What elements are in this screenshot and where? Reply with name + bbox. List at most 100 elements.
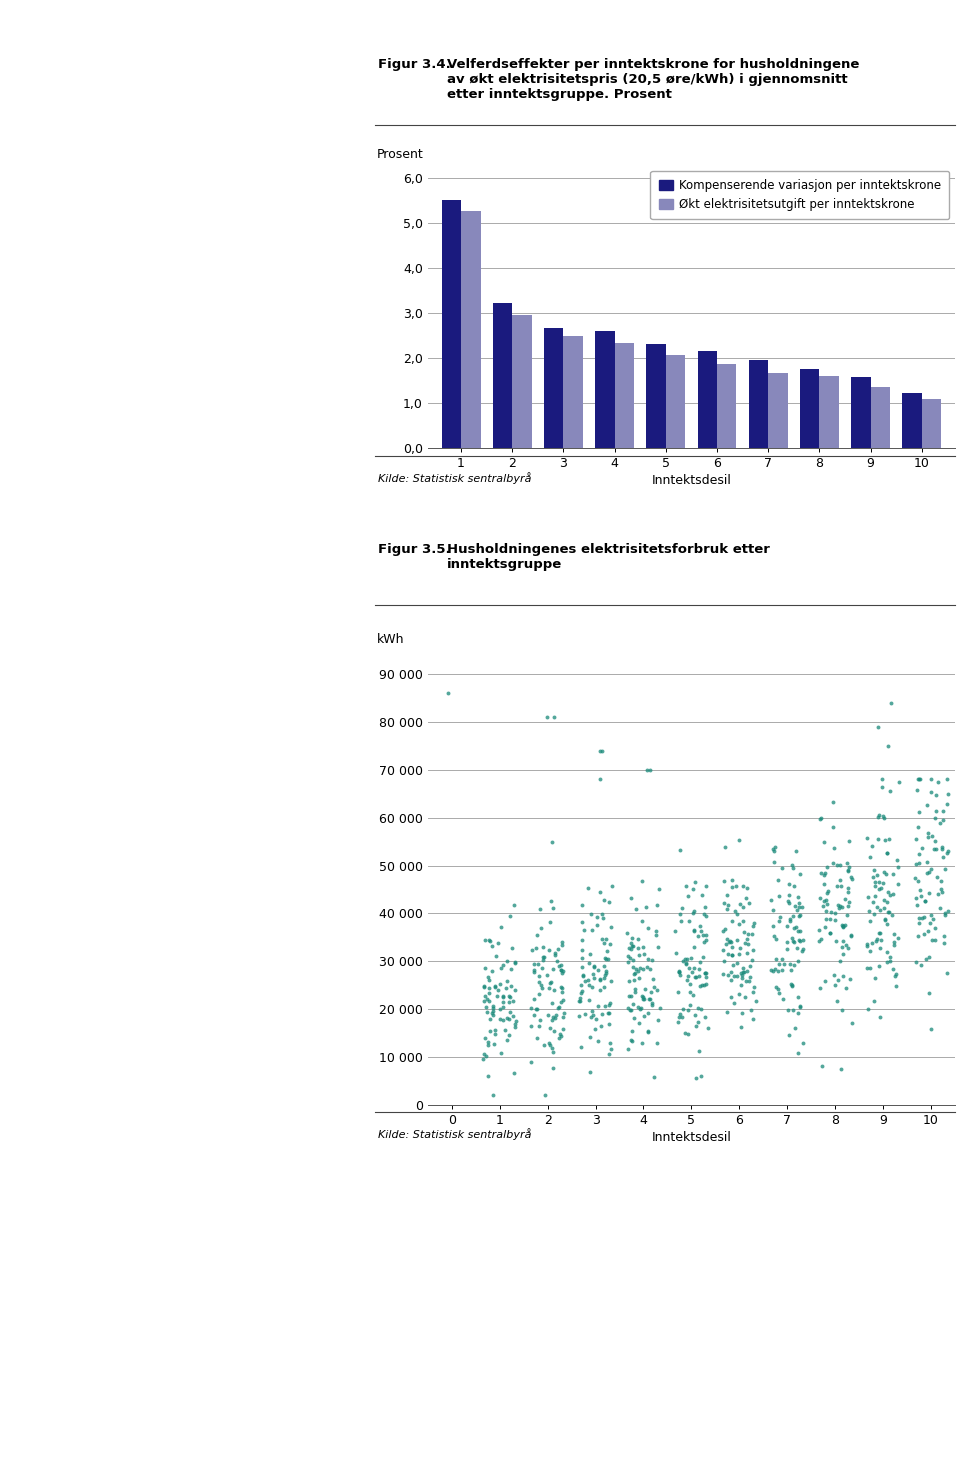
Point <box>699 929 714 952</box>
Point <box>743 998 758 1021</box>
Bar <box>902 393 922 448</box>
Point <box>596 888 612 911</box>
Point <box>740 932 756 955</box>
Point <box>588 1008 604 1031</box>
Point <box>543 971 559 995</box>
Point <box>572 986 588 1009</box>
Point <box>735 875 751 898</box>
Point <box>582 942 597 965</box>
Point <box>781 892 797 916</box>
Point <box>635 1031 650 1055</box>
Point <box>924 825 939 848</box>
Point <box>783 958 799 982</box>
Point <box>790 986 805 1009</box>
Text: Husholdningenes elektrisitetsforbruk etter
inntektsgruppe: Husholdningenes elektrisitetsforbruk ett… <box>447 544 770 571</box>
Point <box>835 942 851 965</box>
Point <box>482 1008 497 1031</box>
Point <box>890 873 905 897</box>
Point <box>584 976 599 999</box>
Point <box>698 875 713 898</box>
Point <box>785 930 801 954</box>
Point <box>671 1011 686 1034</box>
Point <box>696 973 711 996</box>
Point <box>531 970 546 993</box>
Point <box>794 939 809 963</box>
Point <box>642 957 658 980</box>
Point <box>912 800 927 823</box>
Point <box>485 960 500 983</box>
Point <box>671 980 686 1004</box>
Point <box>537 945 552 968</box>
Point <box>635 936 650 960</box>
Point <box>667 919 683 942</box>
Point <box>684 901 700 924</box>
Point <box>828 853 844 876</box>
Point <box>524 1014 540 1037</box>
Point <box>478 995 493 1018</box>
Point <box>861 998 876 1021</box>
Point <box>935 809 950 832</box>
Point <box>770 869 785 892</box>
Point <box>644 948 660 971</box>
Point <box>909 778 924 801</box>
Point <box>881 828 897 851</box>
Point <box>623 932 638 955</box>
Point <box>787 895 803 919</box>
Point <box>786 875 802 898</box>
Point <box>671 961 686 984</box>
Point <box>636 987 651 1011</box>
Point <box>619 921 635 945</box>
Point <box>828 929 844 952</box>
Point <box>780 999 796 1023</box>
Point <box>505 989 520 1012</box>
Point <box>636 957 651 980</box>
Point <box>840 876 855 900</box>
Point <box>879 889 895 913</box>
Point <box>920 861 935 885</box>
Point <box>672 963 687 986</box>
Point <box>926 837 942 860</box>
Point <box>739 876 755 900</box>
Point <box>692 914 708 938</box>
Point <box>679 951 694 974</box>
Point <box>626 1006 641 1030</box>
Point <box>680 968 695 992</box>
Point <box>633 955 648 979</box>
Point <box>482 929 497 952</box>
Text: Velferdseffekter per inntektskrone for husholdningene
av økt elektrisitetspris (: Velferdseffekter per inntektskrone for h… <box>447 59 859 101</box>
Point <box>784 926 800 949</box>
Point <box>551 936 566 960</box>
Point <box>930 882 946 905</box>
Point <box>717 917 732 941</box>
Point <box>596 907 612 930</box>
Point <box>577 1002 592 1026</box>
Point <box>507 951 522 974</box>
Point <box>776 987 791 1011</box>
Point <box>526 1004 541 1027</box>
Point <box>677 1021 692 1045</box>
Point <box>526 958 541 982</box>
Point <box>795 938 810 961</box>
Point <box>598 927 613 951</box>
Point <box>678 952 693 976</box>
Point <box>823 921 838 945</box>
Point <box>835 914 851 938</box>
Point <box>871 715 886 738</box>
Point <box>529 936 544 960</box>
Point <box>816 889 831 913</box>
Point <box>671 960 686 983</box>
Point <box>502 1001 517 1024</box>
Bar <box>800 369 820 448</box>
Point <box>501 990 516 1014</box>
Point <box>575 964 590 987</box>
Point <box>844 1012 859 1036</box>
Point <box>553 958 568 982</box>
X-axis label: Inntektsdesil: Inntektsdesil <box>652 475 732 488</box>
Point <box>871 828 886 851</box>
Point <box>645 967 660 990</box>
Bar <box>852 378 871 448</box>
Point <box>791 895 806 919</box>
Point <box>938 902 953 926</box>
Point <box>880 734 896 757</box>
Point <box>498 977 514 1001</box>
